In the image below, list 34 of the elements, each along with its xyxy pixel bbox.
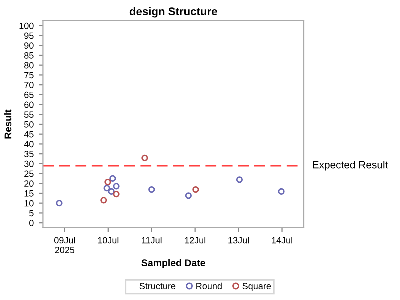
x-tick-label: 13Jul (228, 237, 249, 244)
ref-line-label: Expected Result (313, 161, 388, 171)
y-tick-label: 65 (24, 92, 34, 98)
x-axis-title: Sampled Date (142, 259, 206, 268)
legend-title: Structure (140, 283, 176, 290)
y-tick-label: 60 (24, 102, 34, 108)
y-tick-label: 30 (24, 160, 34, 168)
y-tick-label: 10 (24, 200, 34, 207)
x-tick-label: 14Jul (272, 237, 292, 244)
y-tick-label: 55 (24, 112, 34, 118)
chart-title: design Structure (130, 7, 218, 18)
y-tick-label: 0 (30, 220, 34, 226)
x-tick-label: 10Jul (98, 237, 119, 244)
y-tick-label: 70 (24, 82, 34, 88)
y-tick-label: 50 (24, 121, 34, 128)
legend-label: Round (196, 282, 222, 290)
y-tick-label: 80 (24, 62, 34, 69)
y-tick-label: 20 (24, 180, 34, 188)
y-tick-label: 95 (24, 32, 34, 40)
y-tick-label: 25 (24, 170, 34, 178)
y-tick-label: 90 (24, 42, 34, 50)
y-tick-label: 5 (30, 210, 34, 217)
y-tick-label: 100 (20, 22, 34, 30)
y-tick-label: 35 (24, 151, 34, 158)
y-tick-label: 45 (24, 131, 34, 138)
x-tick-label: 09Jul 2025 (54, 237, 76, 254)
y-tick-label: 75 (24, 72, 34, 79)
y-tick-label: 15 (24, 190, 34, 197)
y-axis-title: Result (4, 110, 12, 139)
x-tick-label: 12Jul (185, 237, 206, 244)
y-tick-label: 85 (24, 52, 34, 59)
y-tick-label: 40 (24, 141, 34, 148)
x-tick-label: 11Jul (142, 237, 162, 244)
legend-label: Square (242, 283, 272, 292)
